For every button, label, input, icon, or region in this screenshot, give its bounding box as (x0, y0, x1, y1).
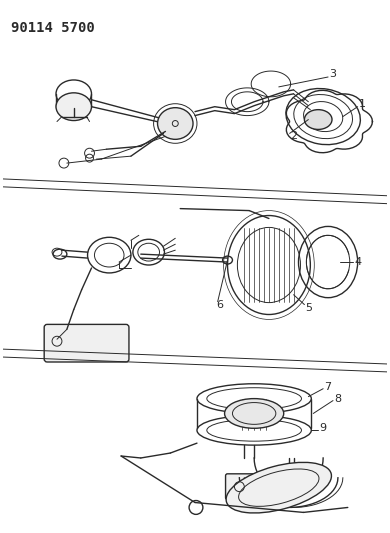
Text: 1: 1 (359, 99, 366, 109)
Text: 5: 5 (305, 303, 312, 312)
Text: 8: 8 (334, 393, 342, 403)
Ellipse shape (56, 93, 92, 120)
Text: 90114 5700: 90114 5700 (11, 21, 94, 35)
Text: 4: 4 (354, 257, 361, 267)
FancyBboxPatch shape (225, 474, 269, 499)
Ellipse shape (158, 108, 193, 139)
FancyBboxPatch shape (44, 325, 129, 362)
Text: 7: 7 (324, 382, 331, 392)
Text: 3: 3 (330, 69, 337, 79)
Ellipse shape (305, 110, 332, 130)
Text: 2: 2 (290, 131, 297, 141)
Text: 9: 9 (319, 423, 327, 433)
Ellipse shape (225, 399, 284, 429)
Text: 6: 6 (216, 300, 223, 310)
Ellipse shape (226, 462, 332, 513)
